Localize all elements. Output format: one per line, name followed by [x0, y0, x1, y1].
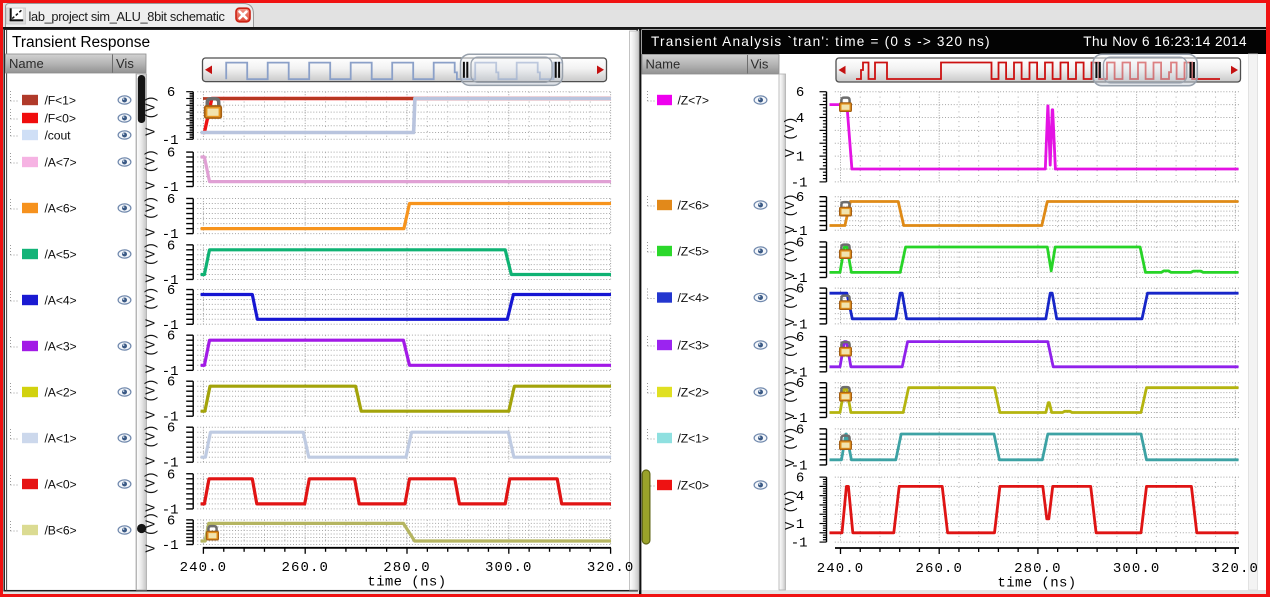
svg-text:/A<1>: /A<1> [45, 431, 77, 445]
svg-text:/A<2>: /A<2> [45, 385, 77, 399]
svg-text:6: 6 [796, 190, 804, 206]
svg-text:6: 6 [796, 235, 804, 251]
svg-text:-1: -1 [791, 458, 808, 474]
svg-text:V (V): V (V) [145, 471, 160, 512]
svg-text:-1: -1 [791, 175, 808, 191]
svg-text:-1: -1 [162, 318, 179, 334]
svg-text:V (V): V (V) [145, 512, 160, 553]
svg-text:Vis: Vis [751, 57, 769, 72]
svg-text:6: 6 [796, 422, 804, 438]
svg-text:V (V): V (V) [784, 334, 799, 375]
svg-text:Name: Name [646, 57, 681, 72]
svg-text:-1: -1 [162, 133, 179, 149]
svg-text:V (V): V (V) [145, 287, 160, 328]
svg-text:6: 6 [796, 85, 804, 101]
svg-text:240.0: 240.0 [817, 561, 865, 577]
svg-text:6: 6 [167, 467, 175, 483]
svg-text:/A<0>: /A<0> [45, 477, 77, 491]
svg-text:320.0: 320.0 [1212, 561, 1260, 577]
svg-text:/Z<7>: /Z<7> [678, 93, 709, 107]
svg-text:/A<3>: /A<3> [45, 339, 77, 353]
svg-text:lab_project sim_ALU_8bit schem: lab_project sim_ALU_8bit schematic [29, 9, 226, 24]
svg-text:V (V): V (V) [145, 95, 160, 136]
svg-text:280.0: 280.0 [383, 560, 431, 576]
svg-text:-1: -1 [162, 410, 179, 426]
svg-text:1: 1 [796, 150, 804, 166]
svg-text:/Z<5>: /Z<5> [678, 244, 709, 258]
svg-text:-1: -1 [162, 456, 179, 472]
svg-text:/Z<1>: /Z<1> [678, 431, 709, 445]
svg-text:240.0: 240.0 [180, 560, 228, 576]
svg-text:/A<5>: /A<5> [45, 247, 77, 261]
svg-text:/B<6>: /B<6> [45, 523, 77, 537]
svg-text:/cout: /cout [45, 128, 72, 142]
svg-text:V (V): V (V) [784, 193, 799, 234]
svg-text:-1: -1 [791, 536, 808, 552]
svg-text:V (V): V (V) [784, 380, 799, 421]
svg-text:-1: -1 [162, 538, 179, 554]
svg-text:-1: -1 [162, 502, 179, 518]
svg-text:/A<4>: /A<4> [45, 293, 77, 307]
svg-text:-1: -1 [162, 180, 179, 196]
svg-text:/Z<2>: /Z<2> [678, 385, 709, 399]
svg-text:/Z<0>: /Z<0> [678, 478, 709, 492]
svg-text:-1: -1 [162, 227, 179, 243]
svg-text:V (V): V (V) [145, 149, 160, 190]
svg-text:280.0: 280.0 [1014, 561, 1062, 577]
svg-text:V (V): V (V) [784, 117, 799, 158]
svg-text:6: 6 [796, 376, 804, 392]
svg-text:6: 6 [167, 329, 175, 345]
svg-text:Thu Nov 6 16:23:14 2014: Thu Nov 6 16:23:14 2014 [1083, 34, 1247, 49]
svg-text:V (V): V (V) [145, 196, 160, 237]
svg-text:4: 4 [796, 111, 804, 127]
svg-text:6: 6 [167, 238, 175, 254]
svg-text:Name: Name [9, 56, 44, 71]
svg-text:/Z<4>: /Z<4> [678, 291, 709, 305]
svg-text:V (V): V (V) [784, 286, 799, 327]
svg-text:300.0: 300.0 [485, 560, 533, 576]
svg-text:-1: -1 [791, 365, 808, 381]
svg-text:300.0: 300.0 [1113, 561, 1161, 577]
svg-text:/Z<3>: /Z<3> [678, 338, 709, 352]
svg-text:6: 6 [796, 330, 804, 346]
svg-text:Vis: Vis [116, 56, 134, 71]
svg-text:6: 6 [167, 513, 175, 529]
svg-text:-1: -1 [162, 364, 179, 380]
svg-text:V (V): V (V) [145, 424, 160, 465]
svg-text:time (ns): time (ns) [367, 575, 446, 591]
svg-text:320.0: 320.0 [587, 560, 635, 576]
svg-text:6: 6 [167, 375, 175, 391]
svg-text:/A<6>: /A<6> [45, 201, 77, 215]
svg-text:Transient Response: Transient Response [12, 34, 150, 51]
svg-text:6: 6 [167, 146, 175, 162]
svg-text:V (V): V (V) [784, 239, 799, 280]
svg-text:/F<0>: /F<0> [45, 111, 76, 125]
svg-text:/F<1>: /F<1> [45, 93, 76, 107]
svg-text:1: 1 [796, 517, 804, 533]
svg-text:6: 6 [167, 192, 175, 208]
svg-text:V (V): V (V) [145, 378, 160, 419]
svg-text:-1: -1 [791, 317, 808, 333]
svg-text:V (V): V (V) [145, 242, 160, 283]
svg-text:260.0: 260.0 [915, 561, 963, 577]
svg-text:/A<7>: /A<7> [45, 155, 77, 169]
svg-text:V (V): V (V) [784, 427, 799, 468]
svg-text:6: 6 [796, 282, 804, 298]
svg-text:time (ns): time (ns) [997, 576, 1076, 592]
svg-text:4: 4 [796, 489, 804, 505]
svg-text:6: 6 [796, 471, 804, 487]
svg-text:260.0: 260.0 [281, 560, 329, 576]
svg-text:6: 6 [167, 421, 175, 437]
svg-text:-1: -1 [791, 224, 808, 240]
svg-text:6: 6 [167, 85, 175, 101]
svg-text:6: 6 [167, 283, 175, 299]
svg-text:V (V): V (V) [784, 489, 799, 530]
svg-text:/Z<6>: /Z<6> [678, 198, 709, 212]
svg-text:Transient Analysis `tran': tim: Transient Analysis `tran': time = (0 s -… [651, 34, 991, 49]
svg-text:-1: -1 [162, 273, 179, 289]
svg-text:V (V): V (V) [145, 332, 160, 373]
svg-text:-1: -1 [791, 411, 808, 427]
svg-text:-1: -1 [791, 271, 808, 287]
